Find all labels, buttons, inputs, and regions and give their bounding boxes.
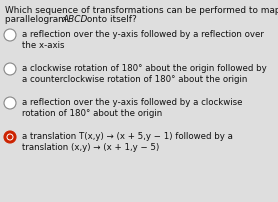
Text: onto itself?: onto itself? — [84, 15, 137, 24]
Text: a translation T(x,y) → (x + 5,y − 1) followed by a: a translation T(x,y) → (x + 5,y − 1) fol… — [22, 132, 233, 141]
Text: rotation of 180° about the origin: rotation of 180° about the origin — [22, 109, 162, 119]
Text: a reflection over the y‑axis followed by a reflection over: a reflection over the y‑axis followed by… — [22, 30, 264, 39]
Text: a counterclockwise rotation of 180° about the origin: a counterclockwise rotation of 180° abou… — [22, 76, 247, 84]
Text: translation (x,y) → (x + 1,y − 5): translation (x,y) → (x + 1,y − 5) — [22, 143, 159, 153]
Circle shape — [4, 97, 16, 109]
Text: parallelogram: parallelogram — [5, 15, 70, 24]
Text: a clockwise rotation of 180° about the origin followed by: a clockwise rotation of 180° about the o… — [22, 64, 267, 73]
Circle shape — [4, 29, 16, 41]
Circle shape — [6, 134, 14, 141]
Text: ABCD: ABCD — [62, 15, 87, 24]
Text: a reflection over the y‑axis followed by a clockwise: a reflection over the y‑axis followed by… — [22, 98, 242, 107]
Circle shape — [4, 131, 16, 143]
Circle shape — [8, 135, 13, 140]
Text: Which sequence of transformations can be performed to map: Which sequence of transformations can be… — [5, 6, 278, 15]
Text: the x‑axis: the x‑axis — [22, 41, 64, 50]
Circle shape — [4, 63, 16, 75]
